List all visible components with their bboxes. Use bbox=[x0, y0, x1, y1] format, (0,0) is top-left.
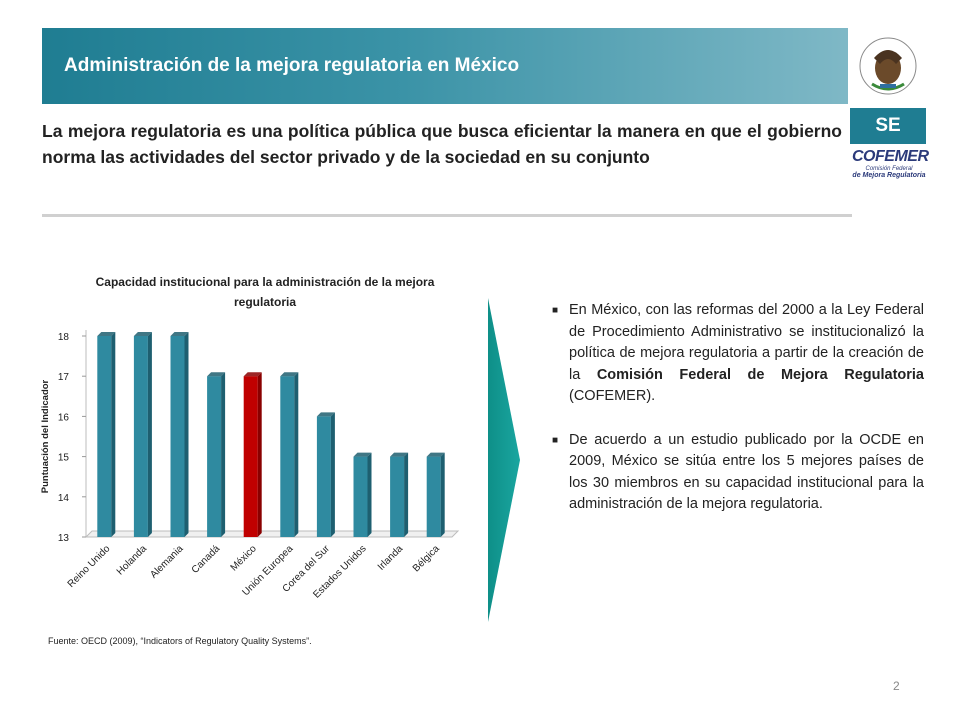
bar bbox=[426, 456, 441, 537]
x-tick-label: México bbox=[229, 543, 259, 573]
bar bbox=[353, 456, 368, 537]
bar-top bbox=[280, 372, 299, 377]
bar-top bbox=[426, 452, 445, 457]
intro-statement: La mejora regulatoria es una política pú… bbox=[42, 121, 842, 167]
cofemer-logo-text: COFEMER bbox=[852, 148, 929, 165]
bar-side bbox=[440, 452, 445, 537]
y-tick-label: 16 bbox=[58, 412, 70, 423]
y-tick-label: 14 bbox=[58, 493, 70, 504]
chart-floor bbox=[84, 530, 460, 538]
y-tick-label: 17 bbox=[58, 372, 70, 383]
cofemer-logo: COFEMER Comisión Federal de Mejora Regul… bbox=[852, 148, 929, 188]
mexican-emblem-logo bbox=[850, 28, 926, 104]
bullet-text: En México, con las reformas del 2000 a l… bbox=[569, 302, 924, 383]
bar-side bbox=[294, 372, 299, 537]
bar bbox=[243, 376, 258, 537]
se-logo: SE bbox=[850, 108, 926, 144]
x-tick-label: Irlanda bbox=[376, 543, 406, 573]
y-axis-label: Puntuación del Indicador bbox=[40, 379, 51, 493]
bar-top bbox=[390, 452, 409, 457]
bullet-text-end: (COFEMER). bbox=[569, 388, 656, 404]
x-tick-label: Estados Unidos bbox=[311, 543, 368, 600]
bullet-bold-text: Comisión Federal de Mejora Regulatoria bbox=[596, 366, 924, 383]
y-tick-label: 15 bbox=[58, 453, 70, 464]
bar bbox=[97, 336, 112, 537]
x-tick-label: Alemania bbox=[148, 543, 186, 581]
bullet-marker-icon: ■ bbox=[552, 434, 559, 446]
x-tick-label: Canadá bbox=[190, 543, 223, 576]
bar-top bbox=[243, 372, 262, 377]
bar-side bbox=[404, 452, 409, 537]
teal-arrow-shape bbox=[488, 298, 520, 622]
header-bar: Administración de la mejora regulatoria … bbox=[42, 28, 848, 104]
bullet-item: ■ En México, con las reformas del 2000 a… bbox=[552, 300, 924, 408]
bar bbox=[133, 336, 148, 537]
x-tick-label: Bélgica bbox=[411, 543, 442, 574]
bullet-text: De acuerdo a un estudio publicado por la… bbox=[569, 431, 924, 513]
bar-side bbox=[184, 332, 189, 537]
bar-top bbox=[133, 332, 152, 336]
bar-side bbox=[147, 332, 152, 537]
bullet-item: ■ De acuerdo a un estudio publicado por … bbox=[552, 430, 924, 516]
logo-panel: SE COFEMER Comisión Federal de Mejora Re… bbox=[850, 28, 929, 188]
bar-side bbox=[330, 412, 335, 537]
bullet-list: ■ En México, con las reformas del 2000 a… bbox=[552, 300, 924, 516]
bullet-marker-icon: ■ bbox=[552, 305, 559, 316]
bar-side bbox=[221, 372, 226, 537]
x-tick-label: Holanda bbox=[115, 543, 149, 577]
x-tick-label: Corea del Sur bbox=[281, 543, 333, 595]
y-tick-label: 18 bbox=[58, 332, 70, 343]
bar-side bbox=[111, 332, 116, 537]
chart-title: Capacidad institucional para la administ… bbox=[95, 275, 435, 309]
source-note: Fuente: OECD (2009), “Indicators of Regu… bbox=[48, 636, 312, 646]
bar bbox=[280, 376, 295, 537]
cofemer-logo-subtitle-2: de Mejora Regulatoria bbox=[852, 172, 926, 179]
bar-side bbox=[257, 372, 262, 537]
bar-top bbox=[316, 412, 335, 417]
bar-top bbox=[207, 372, 226, 377]
bar bbox=[316, 416, 331, 537]
bar-top bbox=[170, 332, 189, 336]
page-title: Administración de la mejora regulatoria … bbox=[64, 55, 520, 76]
bar bbox=[207, 376, 222, 537]
divider bbox=[42, 214, 852, 217]
bar bbox=[390, 456, 405, 537]
bar-top bbox=[353, 452, 372, 457]
y-tick-label: 13 bbox=[58, 533, 70, 544]
cofemer-logo-subtitle: Comisión Federal bbox=[865, 166, 913, 172]
x-tick-label: Unión Europea bbox=[240, 543, 295, 598]
bar bbox=[170, 336, 185, 537]
x-tick-label: Reino Unido bbox=[66, 543, 113, 590]
bar-side bbox=[367, 452, 372, 537]
page-number: 2 bbox=[893, 679, 900, 693]
bar-top bbox=[97, 332, 116, 336]
